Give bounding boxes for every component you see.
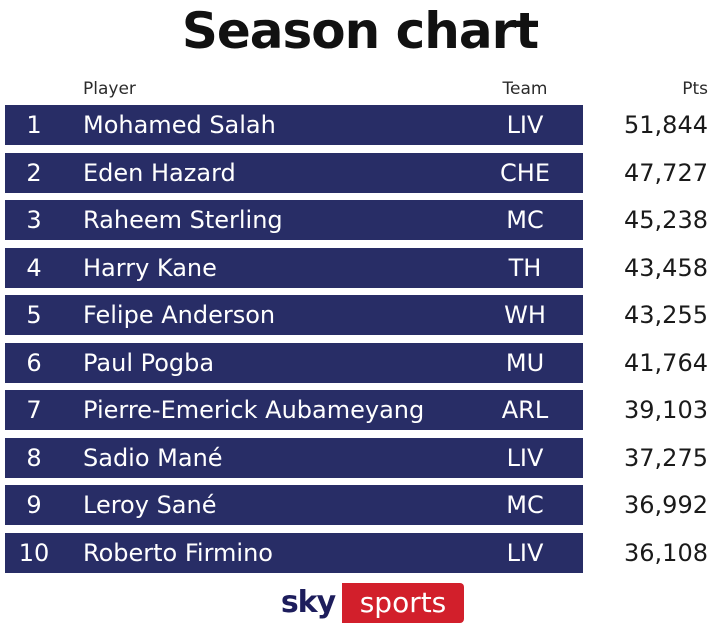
pts-cell: 43,255 (624, 301, 708, 329)
player-cell: Raheem Sterling (83, 206, 283, 234)
table-row: 10 Roberto Firmino LIV 36,108 (0, 531, 720, 579)
row-bar (5, 247, 583, 288)
player-cell: Paul Pogba (83, 348, 215, 377)
rank-cell: 8 (26, 443, 42, 472)
rank-cell: 5 (26, 301, 42, 329)
table-row: 9 Leroy Sané MC 36,992 (0, 483, 720, 531)
table-row: 4 Harry Kane TH 43,458 (0, 246, 720, 294)
team-cell: MU (505, 348, 545, 377)
rank-cell: 4 (26, 253, 42, 282)
player-cell: Harry Kane (83, 253, 217, 282)
pts-cell: 41,764 (624, 348, 708, 377)
logo-sky-text: sky (274, 583, 342, 623)
logo-sports-text: sports (342, 583, 464, 623)
column-header-pts: Pts (682, 79, 708, 99)
pts-cell: 45,238 (624, 206, 708, 234)
row-bar (5, 152, 583, 193)
table-row: 2 Eden Hazard CHE 47,727 (0, 151, 720, 199)
pts-cell: 37,275 (624, 443, 708, 472)
player-cell: Eden Hazard (83, 158, 236, 187)
row-bar (5, 295, 583, 335)
player-cell: Sadio Mané (83, 443, 223, 472)
team-cell: LIV (506, 538, 544, 567)
pts-cell: 47,727 (624, 158, 708, 187)
sky-sports-logo: sky sports (274, 583, 464, 623)
team-cell: MC (506, 491, 544, 519)
table-row: 1 Mohamed Salah LIV 51,844 (0, 103, 720, 151)
player-cell: Roberto Firmino (83, 538, 273, 567)
table-row: 3 Raheem Sterling MC 45,238 (0, 198, 720, 246)
pts-cell: 51,844 (624, 111, 708, 139)
rank-cell: 7 (26, 396, 42, 424)
player-cell: Leroy Sané (83, 491, 217, 519)
pts-cell: 39,103 (624, 396, 708, 424)
rank-cell: 1 (26, 111, 42, 139)
row-bar (5, 437, 583, 478)
team-cell: MC (506, 206, 544, 234)
pts-cell: 36,108 (624, 538, 708, 567)
row-bar (5, 390, 583, 430)
rank-cell: 9 (26, 491, 42, 519)
player-cell: Mohamed Salah (83, 111, 276, 139)
team-cell: CHE (500, 158, 550, 187)
team-cell: WH (504, 301, 546, 329)
table-row: 7 Pierre-Emerick Aubameyang ARL 39,103 (0, 388, 720, 436)
column-header-team: Team (502, 79, 548, 99)
player-cell: Felipe Anderson (83, 301, 276, 329)
team-cell: TH (508, 253, 542, 282)
row-bar (5, 105, 583, 145)
rank-cell: 2 (26, 158, 42, 187)
team-cell: ARL (501, 396, 549, 424)
table-row: 8 Sadio Mané LIV 37,275 (0, 436, 720, 484)
pts-cell: 36,992 (624, 491, 708, 519)
table-row: 5 Felipe Anderson WH 43,255 (0, 293, 720, 341)
team-cell: LIV (506, 443, 544, 472)
pts-cell: 43,458 (624, 253, 708, 282)
row-bar (5, 532, 583, 573)
chart-title: Season chart (181, 2, 539, 60)
column-header-player: Player (83, 79, 136, 99)
season-table: 1 Mohamed Salah LIV 51,844 2 Eden Hazard CHE 47… (0, 103, 720, 578)
rank-cell: 3 (26, 206, 42, 234)
player-cell: Pierre-Emerick Aubameyang (83, 396, 425, 424)
row-bar (5, 200, 583, 240)
team-cell: LIV (506, 111, 544, 139)
row-bar (5, 342, 583, 383)
row-bar (5, 485, 583, 525)
table-row: 6 Paul Pogba MU 41,764 (0, 341, 720, 389)
rank-cell: 6 (26, 348, 42, 377)
rank-cell: 10 (18, 538, 50, 567)
